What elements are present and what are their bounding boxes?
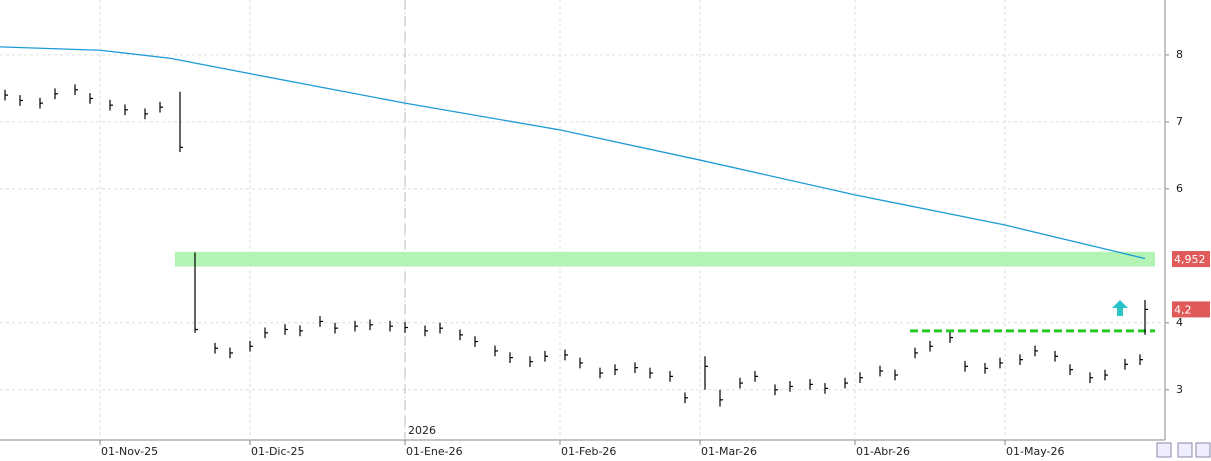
x-tick-label: 01-Dic-25: [251, 445, 305, 458]
price-label: 4,952: [1174, 253, 1206, 266]
x-tick-label: 01-May-26: [1006, 445, 1064, 458]
price-label-box: [1172, 301, 1210, 318]
moving-average: [0, 46, 1146, 260]
x-tick-label: 01-Nov-25: [101, 445, 158, 458]
year-label: 2026: [408, 424, 436, 437]
y-tick-label: 3: [1176, 383, 1183, 396]
y-tick-label: 4: [1176, 316, 1183, 329]
up-arrow: [1112, 300, 1128, 316]
save-button[interactable]: [1177, 442, 1193, 458]
scroll-button[interactable]: [1156, 442, 1172, 458]
menu-button[interactable]: [1195, 442, 1211, 458]
x-tick-label: 01-Mar-26: [701, 445, 757, 458]
x-tick-label: 01-Ene-26: [406, 445, 463, 458]
y-tick-label: 7: [1176, 115, 1183, 128]
y-tick-label: 6: [1176, 182, 1183, 195]
price-label-box: [1172, 251, 1210, 268]
x-tick-label: 01-Abr-26: [856, 445, 910, 458]
x-tick-label: 01-Feb-26: [561, 445, 616, 458]
y-tick-label: 8: [1176, 48, 1183, 61]
price-label: 4,2: [1174, 303, 1192, 316]
resistance-band: [175, 251, 1155, 267]
